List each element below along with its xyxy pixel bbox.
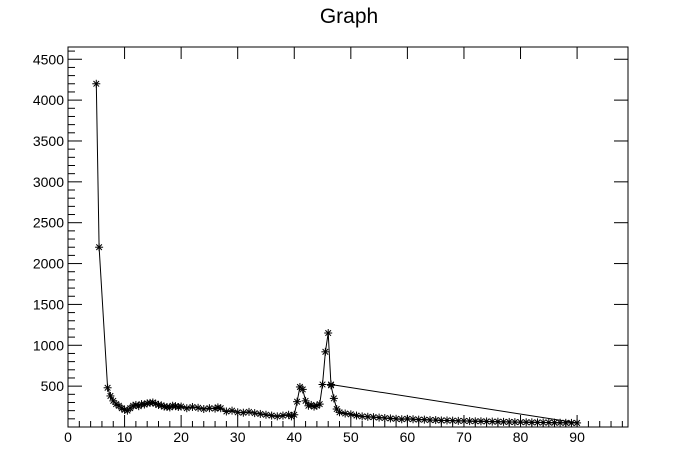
- y-tick-label: 4000: [33, 92, 64, 108]
- data-point: [278, 411, 287, 420]
- data-point: [267, 411, 276, 420]
- data-point: [250, 409, 259, 418]
- series-line: [95, 83, 578, 424]
- data-point: [459, 416, 468, 425]
- data-point: [329, 394, 338, 403]
- data-point: [256, 409, 265, 418]
- data-point: [335, 408, 344, 417]
- data-point: [327, 380, 336, 389]
- data-point: [437, 416, 446, 425]
- data-point: [556, 418, 565, 427]
- x-tick-label: 0: [64, 429, 72, 445]
- data-point: [95, 243, 104, 252]
- data-point: [465, 417, 474, 426]
- data-point: [544, 418, 553, 427]
- y-tick-label: 3500: [33, 133, 64, 149]
- data-point: [245, 407, 254, 416]
- data-point: [261, 410, 270, 419]
- data-point: [228, 406, 237, 415]
- data-point: [239, 408, 248, 417]
- y-tick-label: 4500: [33, 51, 64, 67]
- x-tick-label: 90: [569, 429, 585, 445]
- x-tick-label: 50: [343, 429, 359, 445]
- data-point: [182, 404, 191, 413]
- y-tick-label: 2500: [33, 215, 64, 231]
- data-point: [103, 383, 112, 392]
- data-point: [386, 414, 395, 423]
- data-point: [177, 402, 186, 411]
- data-point: [321, 347, 330, 356]
- plot-frame: [67, 46, 629, 428]
- data-point: [301, 396, 310, 405]
- x-tick-label: 10: [117, 429, 133, 445]
- data-point: [369, 413, 378, 422]
- data-point: [352, 411, 361, 420]
- y-tick-label: 500: [41, 378, 65, 394]
- x-tick-label: 30: [230, 429, 246, 445]
- data-point: [527, 418, 536, 427]
- chart-title: Graph: [320, 5, 378, 28]
- data-point: [431, 416, 440, 425]
- data-point: [522, 418, 531, 427]
- data-point: [273, 412, 282, 421]
- data-point: [216, 404, 225, 413]
- series-layer: [92, 79, 582, 427]
- data-point: [194, 403, 203, 412]
- data-point: [341, 409, 350, 418]
- y-tick-label: 2000: [33, 256, 64, 272]
- data-point: [290, 410, 299, 419]
- data-point: [448, 416, 457, 425]
- data-point: [298, 385, 307, 394]
- x-tick-label: 20: [173, 429, 189, 445]
- data-point: [222, 407, 231, 416]
- x-tick-label: 40: [286, 429, 302, 445]
- data-point: [199, 405, 208, 414]
- axes: 0 10 20 30 40 50 60 70 80 90 500 1000 1500 2000 2500 30…: [33, 47, 628, 445]
- data-point: [188, 402, 197, 411]
- x-tick-label: 70: [456, 429, 472, 445]
- data-point: [315, 400, 324, 409]
- x-tick-label: 60: [400, 429, 416, 445]
- data-point: [318, 380, 327, 389]
- data-point: [324, 329, 333, 338]
- data-point: [293, 397, 302, 406]
- y-tick-label: 3000: [33, 174, 64, 190]
- data-point: [426, 416, 435, 425]
- data-point: [92, 79, 101, 88]
- data-point: [573, 418, 582, 427]
- x-tick-label: 80: [513, 429, 529, 445]
- y-tick-label: 1500: [33, 296, 64, 312]
- y-tick-label: 1000: [33, 337, 64, 353]
- data-point: [346, 410, 355, 419]
